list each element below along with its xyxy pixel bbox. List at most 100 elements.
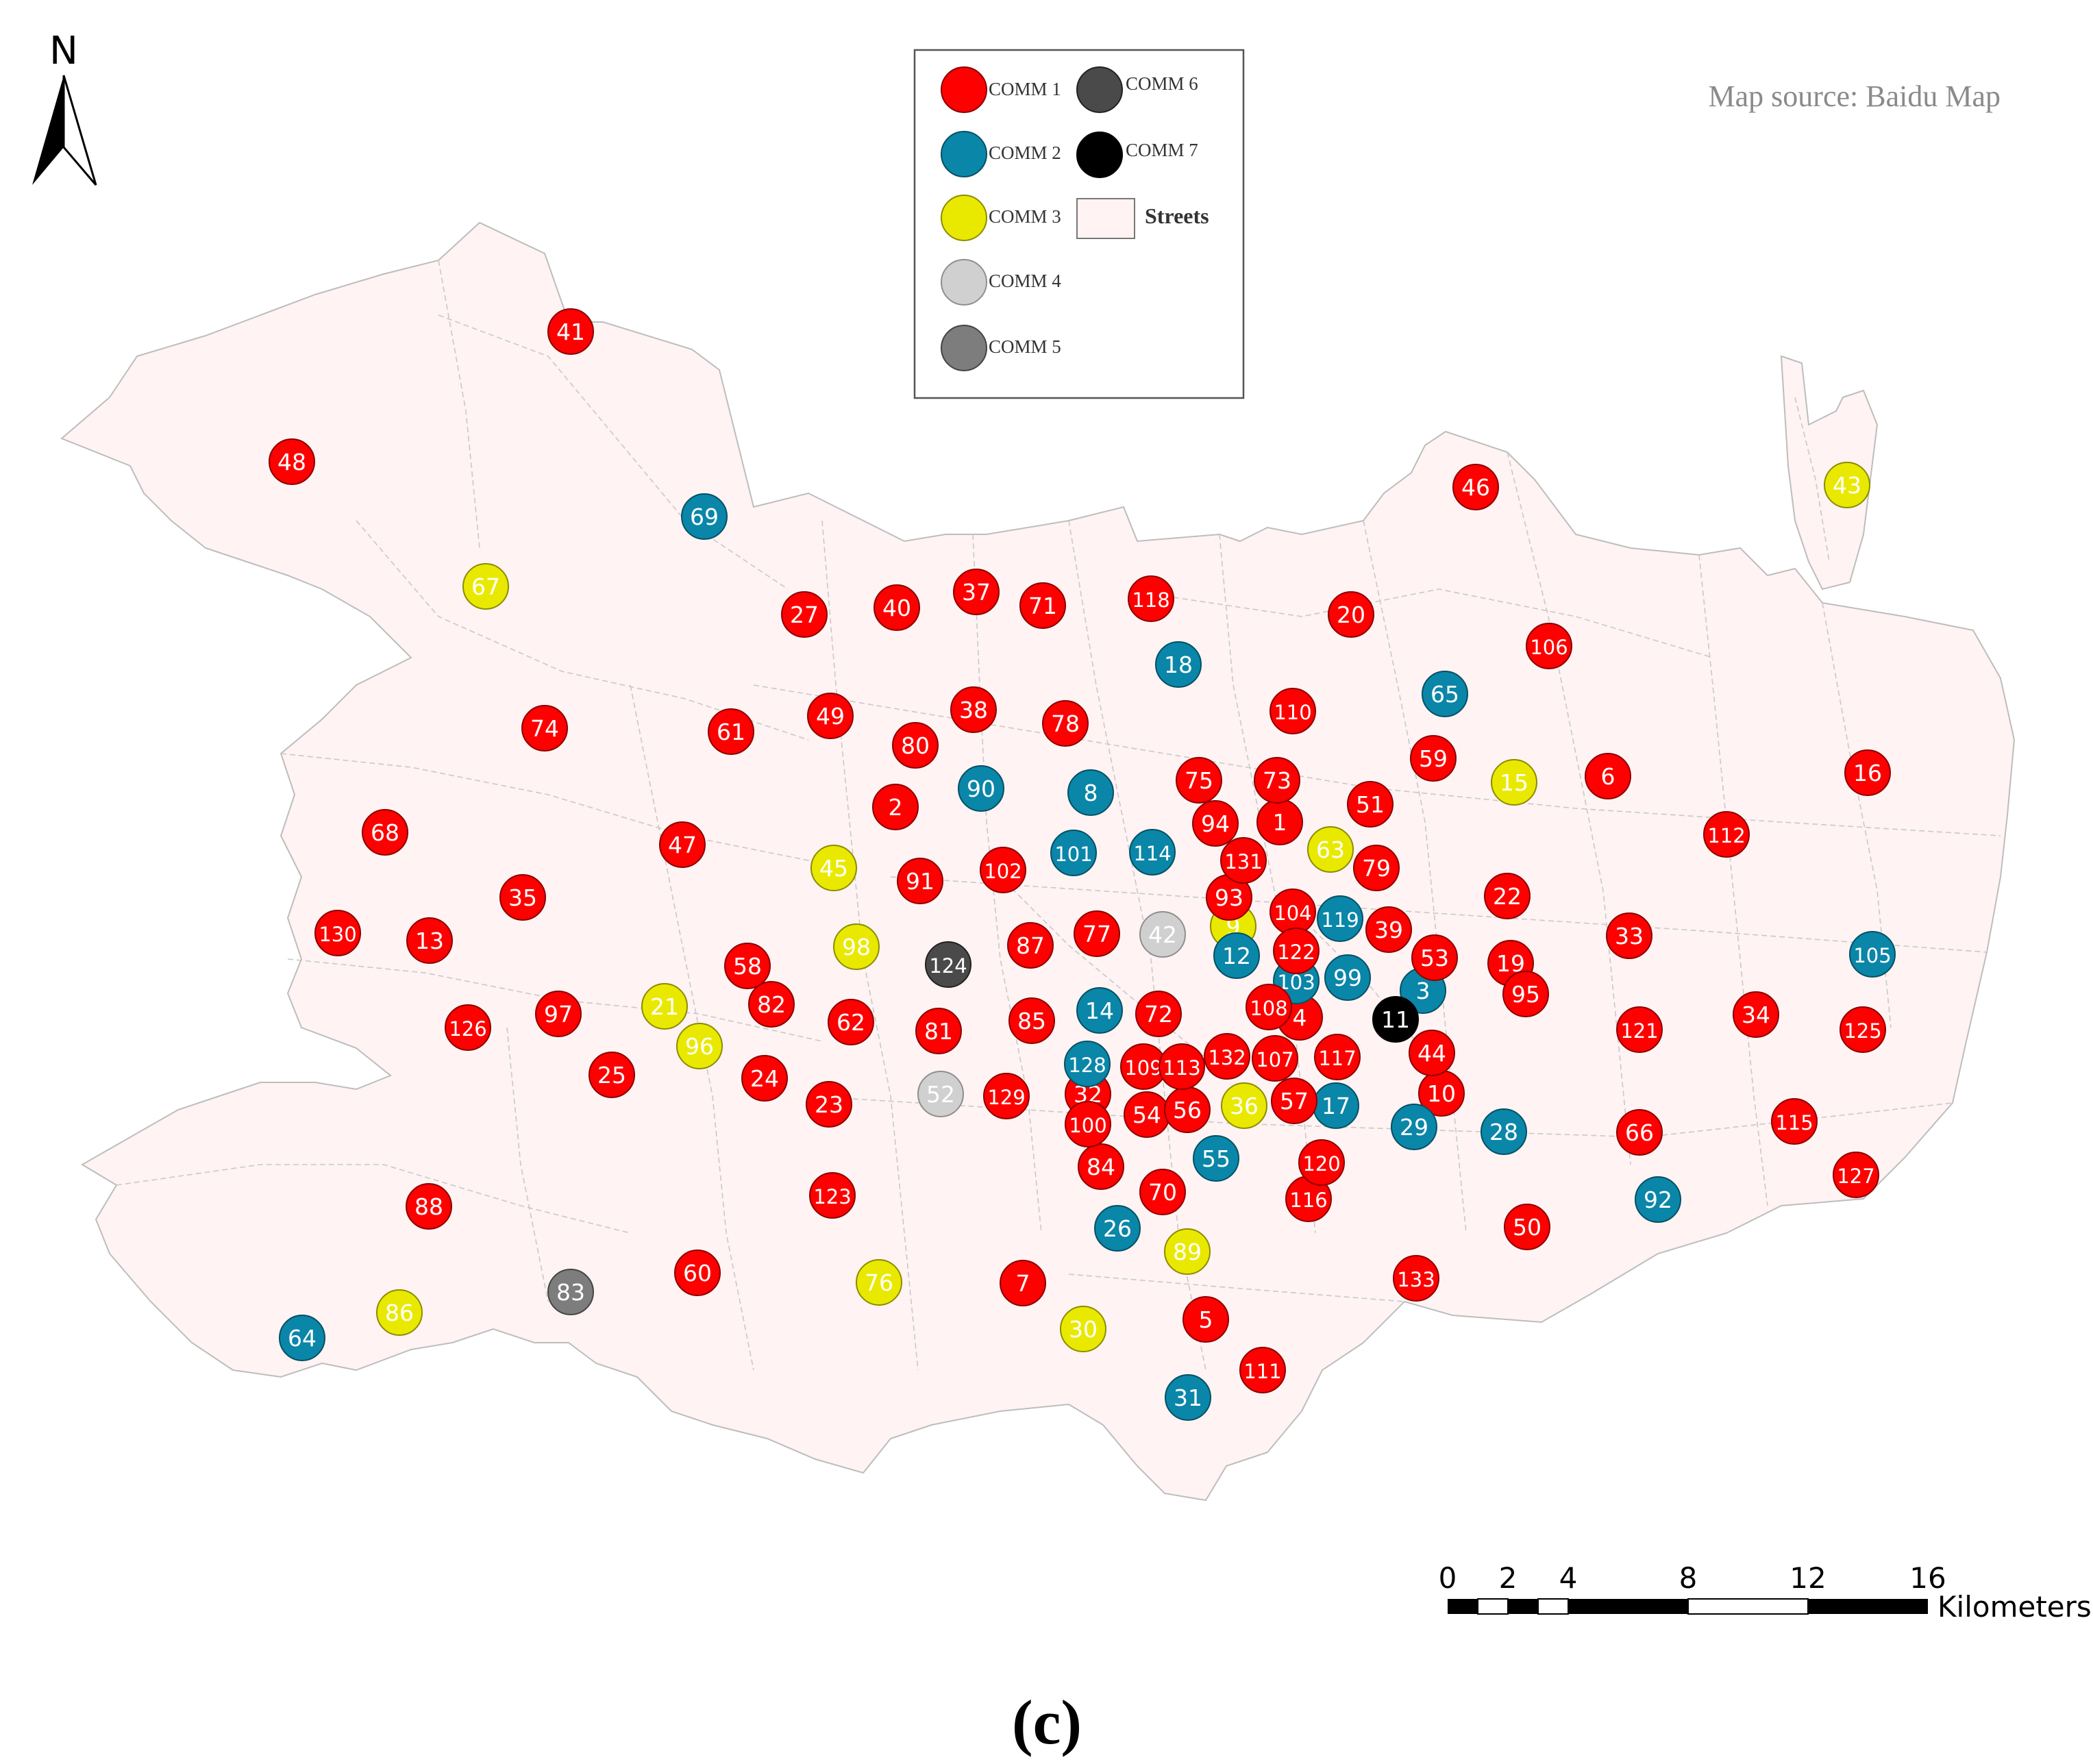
marker-label: 69 <box>690 504 719 530</box>
community-marker: 51 <box>1347 781 1394 828</box>
marker-circle <box>828 999 874 1045</box>
marker-label: 101 <box>1054 843 1092 866</box>
marker-label: 11 <box>1381 1006 1410 1033</box>
marker-circle <box>708 708 754 755</box>
community-marker: 67 <box>462 563 509 610</box>
community-marker: 35 <box>499 874 546 921</box>
legend-label-comm2: COMM 2 <box>989 142 1061 163</box>
north-arrow: N <box>32 29 97 186</box>
marker-circle <box>953 569 1000 615</box>
marker-label: 10 <box>1427 1080 1456 1107</box>
marker-circle <box>1771 1098 1818 1145</box>
marker-label: 5 <box>1199 1306 1213 1333</box>
community-marker: 117 <box>1314 1034 1361 1080</box>
marker-label: 15 <box>1500 769 1528 796</box>
streets-region <box>60 221 2016 1502</box>
marker-label: 97 <box>544 1001 573 1028</box>
marker-circle <box>462 563 509 610</box>
community-marker: 71 <box>1019 582 1066 629</box>
marker-circle <box>1252 1035 1298 1082</box>
marker-label: 133 <box>1397 1268 1435 1291</box>
marker-circle <box>1000 1260 1046 1306</box>
marker-label: 66 <box>1625 1119 1654 1146</box>
scale-tick-12: 12 <box>1789 1561 1826 1595</box>
marker-label: 43 <box>1833 472 1861 499</box>
community-marker: 85 <box>1008 997 1055 1044</box>
marker-label: 2 <box>889 794 903 821</box>
marker-circle <box>1164 1228 1211 1275</box>
marker-circle <box>1008 997 1055 1044</box>
marker-label: 78 <box>1051 710 1080 737</box>
marker-circle <box>279 1315 325 1361</box>
community-marker: 6 <box>1585 753 1631 799</box>
legend-swatch-comm3 <box>941 195 987 241</box>
marker-label: 127 <box>1837 1165 1874 1188</box>
marker-circle <box>1372 996 1419 1043</box>
marker-circle <box>1393 1255 1439 1302</box>
marker-label: 88 <box>414 1193 443 1220</box>
marker-circle <box>1616 1109 1663 1156</box>
community-marker: 41 <box>547 308 594 355</box>
community-marker: 27 <box>781 591 828 638</box>
marker-circle <box>1635 1176 1681 1223</box>
marker-label: 132 <box>1208 1046 1246 1069</box>
marker-circle <box>809 1172 856 1219</box>
community-marker: 81 <box>915 1008 962 1054</box>
marker-label: 44 <box>1417 1040 1446 1067</box>
marker-label: 128 <box>1068 1054 1106 1077</box>
community-marker: 122 <box>1273 928 1320 974</box>
marker-circle <box>917 1071 964 1117</box>
marker-label: 42 <box>1148 921 1177 948</box>
legend-label-streets: Streets <box>1145 203 1209 228</box>
north-arrow-icon <box>32 75 64 185</box>
marker-circle <box>806 1081 852 1128</box>
community-marker: 116 <box>1285 1176 1332 1222</box>
marker-label: 26 <box>1103 1215 1132 1242</box>
marker-label: 6 <box>1601 763 1615 790</box>
community-marker: 68 <box>362 809 408 856</box>
marker-label: 54 <box>1132 1102 1161 1128</box>
community-marker: 78 <box>1042 700 1089 747</box>
marker-circle <box>676 1023 723 1069</box>
marker-circle <box>1484 873 1531 919</box>
community-marker: 88 <box>406 1183 452 1230</box>
marker-circle <box>376 1289 423 1336</box>
marker-circle <box>1353 845 1400 891</box>
marker-label: 61 <box>717 719 745 745</box>
community-marker: 24 <box>741 1055 788 1102</box>
community-marker: 107 <box>1252 1035 1298 1082</box>
marker-circle <box>1078 1143 1124 1190</box>
community-marker: 82 <box>748 981 795 1028</box>
marker-circle <box>1192 800 1239 847</box>
marker-label: 126 <box>449 1017 486 1041</box>
community-marker: 123 <box>809 1172 856 1219</box>
community-marker: 86 <box>376 1289 423 1336</box>
community-marker: 37 <box>953 569 1000 615</box>
marker-circle <box>741 1055 788 1102</box>
marker-label: 34 <box>1742 1002 1770 1028</box>
community-marker: 23 <box>806 1081 852 1128</box>
legend-swatch-comm2 <box>941 131 987 177</box>
marker-circle <box>748 981 795 1028</box>
marker-circle <box>1307 826 1354 873</box>
marker-label: 36 <box>1230 1093 1259 1119</box>
marker-label: 59 <box>1419 745 1448 772</box>
marker-label: 111 <box>1243 1360 1281 1383</box>
marker-circle <box>1824 462 1870 508</box>
marker-label: 102 <box>984 860 1021 883</box>
community-marker: 133 <box>1393 1255 1439 1302</box>
community-marker: 48 <box>269 438 315 485</box>
community-marker: 131 <box>1220 837 1267 884</box>
community-marker: 69 <box>681 493 728 540</box>
marker-circle <box>1060 1306 1106 1352</box>
marker-label: 129 <box>987 1086 1025 1109</box>
community-marker: 21 <box>641 983 688 1030</box>
marker-label: 17 <box>1322 1093 1350 1119</box>
marker-circle <box>1220 837 1267 884</box>
community-marker: 16 <box>1844 749 1891 796</box>
community-marker: 77 <box>1074 910 1120 957</box>
community-marker: 26 <box>1094 1205 1141 1252</box>
community-marker: 65 <box>1422 671 1468 717</box>
community-marker: 95 <box>1502 971 1549 1017</box>
